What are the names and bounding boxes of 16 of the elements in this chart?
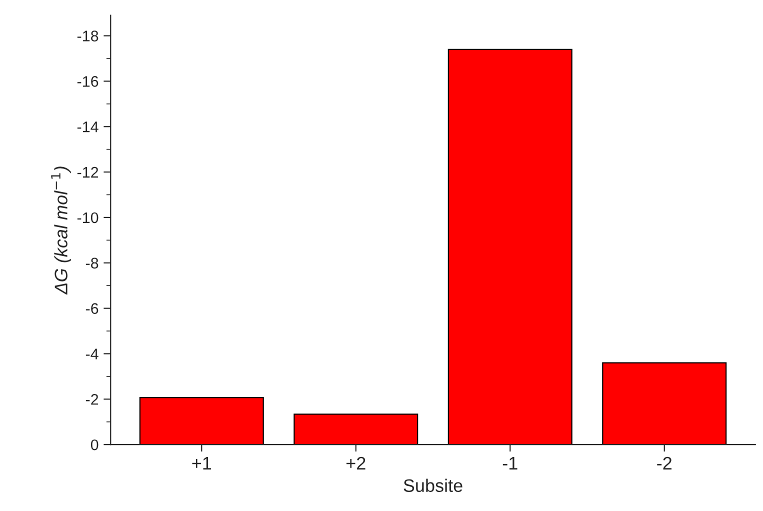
y-tick-label: -14 (77, 122, 98, 132)
y-tick-label: -12 (77, 166, 98, 178)
x-tick-label: +2 (346, 456, 366, 470)
y-tick-label: 0 (90, 439, 98, 450)
y-tick-label: -18 (77, 30, 98, 42)
y-tick-label: -8 (86, 258, 98, 269)
y-tick-label: -16 (77, 76, 98, 87)
y-tick-label: -6 (86, 303, 98, 314)
y-tick-label: -10 (77, 212, 98, 224)
x-axis-title: Subsite (404, 478, 462, 492)
x-tick-label: -1 (502, 457, 518, 470)
x-tick-label: -2 (657, 456, 672, 470)
y-tick-label: -2 (86, 394, 98, 405)
x-tick-label: +1 (192, 457, 212, 470)
y-axis-title: ΔG (kcal mol$^{−1}$) (51, 166, 72, 295)
y-tick-label: -4 (86, 348, 98, 360)
